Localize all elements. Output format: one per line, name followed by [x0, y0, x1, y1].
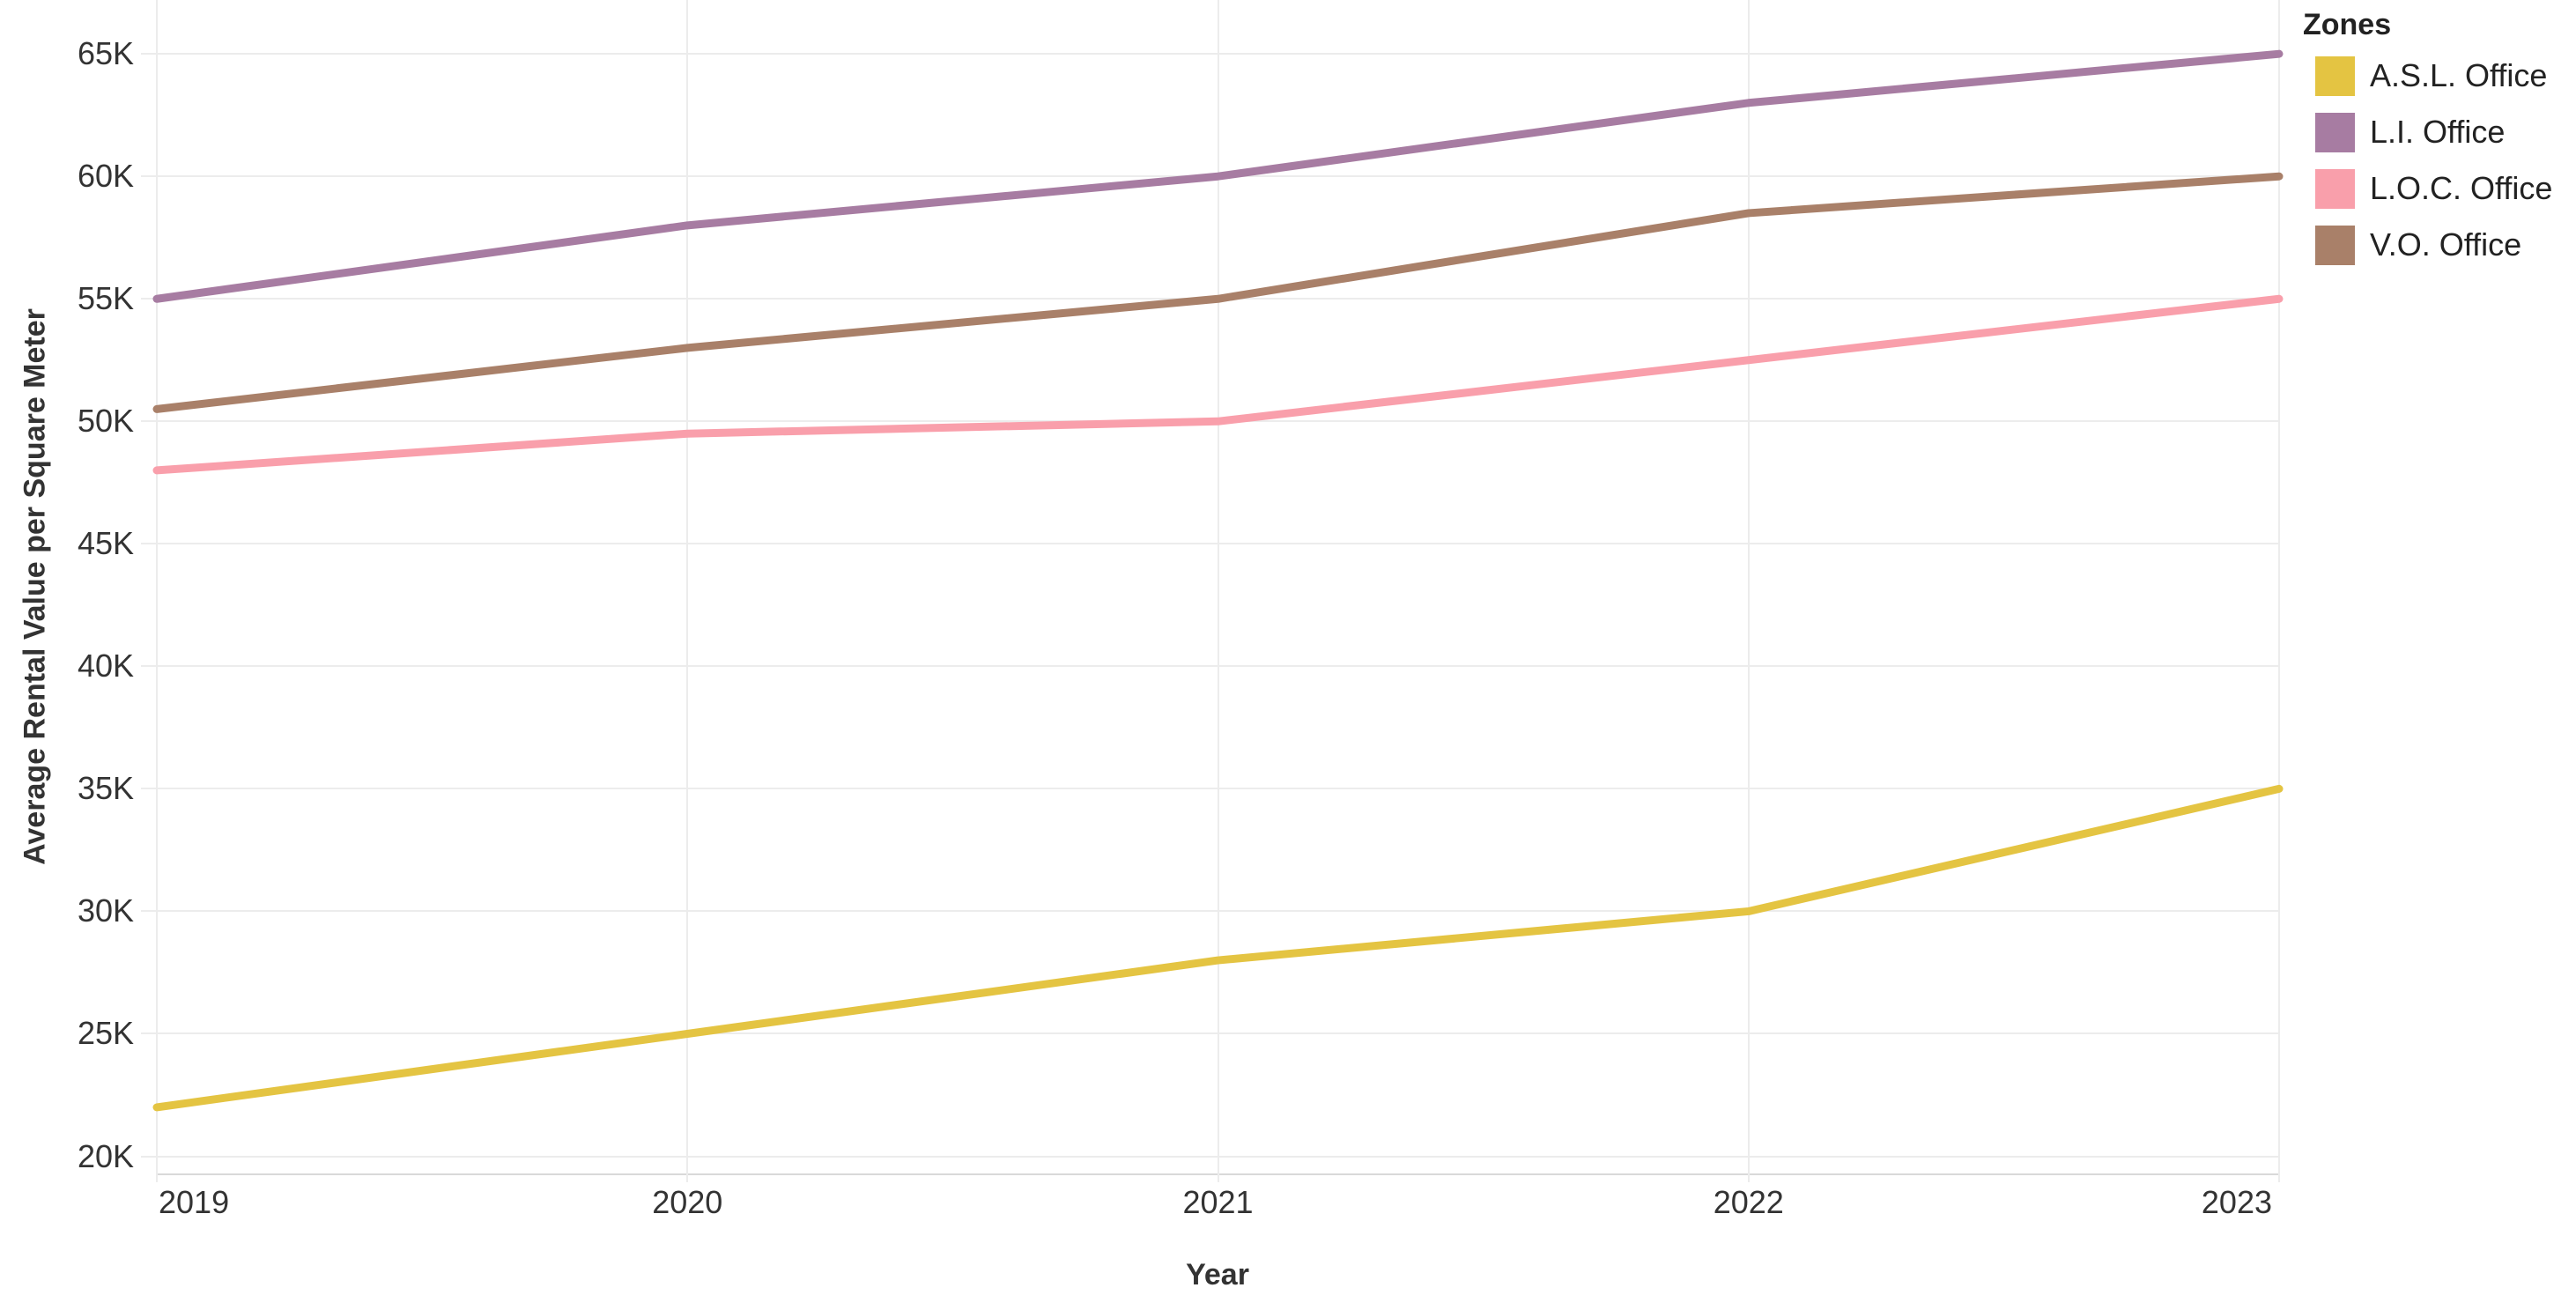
legend-label: L.O.C. Office [2370, 170, 2553, 206]
y-tick-label: 55K [77, 280, 134, 317]
legend-swatch [2315, 168, 2355, 209]
x-tick-label: 2023 [2201, 1184, 2272, 1220]
series-line-v-o-office[interactable] [152, 172, 2284, 413]
series-line-l-o-c-office[interactable] [152, 294, 2284, 475]
v-gridline [2278, 0, 2280, 1182]
v-gridline [156, 0, 158, 1182]
h-gridline [141, 543, 2279, 545]
legend-label: A.S.L. Office [2370, 57, 2548, 93]
legend-items: A.S.L. Office L.I. Office L.O.C. Office V.O… [2303, 48, 2552, 273]
x-tick-label: 2021 [1182, 1184, 1254, 1220]
y-tick-label: 60K [77, 158, 134, 195]
h-gridline [141, 1155, 2279, 1158]
y-tick-label: 40K [77, 648, 134, 685]
y-tick-label: 35K [77, 770, 134, 807]
h-gridline [141, 665, 2279, 668]
x-tick-label: 2020 [652, 1184, 723, 1220]
legend-item-v-o-office[interactable]: V.O. Office [2303, 217, 2552, 273]
v-gridline [1217, 0, 1219, 1182]
legend-swatch [2315, 112, 2355, 152]
plot-area [141, 0, 2284, 1182]
legend-item-l-i-office[interactable]: L.I. Office [2303, 104, 2552, 160]
v-gridline [1747, 0, 1750, 1182]
legend-swatch [2315, 225, 2355, 265]
legend-item-a-s-l-office[interactable]: A.S.L. Office [2303, 48, 2552, 104]
h-gridline [141, 53, 2279, 56]
y-tick-label: 65K [77, 35, 134, 72]
x-axis-ticks: 2019 2020 2021 2022 2023 [157, 1184, 2279, 1226]
h-gridline [141, 910, 2279, 913]
series-lines [152, 49, 2284, 1112]
legend-item-l-o-c-office[interactable]: L.O.C. Office [2303, 160, 2552, 217]
series-line-a-s-l-office[interactable] [152, 784, 2284, 1112]
legend-swatch [2315, 56, 2355, 96]
y-axis-ticks: 20K 25K 30K 35K 40K 45K 50K 55K 60K 65K [0, 0, 141, 1173]
legend-label: L.I. Office [2370, 114, 2506, 150]
y-tick-label: 30K [77, 892, 134, 929]
h-gridline [141, 788, 2279, 790]
legend-title: Zones [2303, 8, 2392, 41]
y-tick-label: 20K [77, 1137, 134, 1174]
legend-label: V.O. Office [2370, 226, 2522, 263]
x-tick-label: 2019 [159, 1184, 230, 1220]
x-tick-label: 2022 [1713, 1184, 1784, 1220]
v-gridline [686, 0, 689, 1182]
series-line-l-i-office[interactable] [152, 49, 2284, 303]
y-tick-label: 45K [77, 525, 134, 562]
legend: Zones A.S.L. Office L.I. Office L.O.C. Off… [2303, 0, 2552, 273]
x-axis-title: Year [1186, 1258, 1249, 1291]
y-tick-label: 25K [77, 1015, 134, 1052]
y-tick-label: 50K [77, 403, 134, 440]
h-gridline [141, 1032, 2279, 1035]
